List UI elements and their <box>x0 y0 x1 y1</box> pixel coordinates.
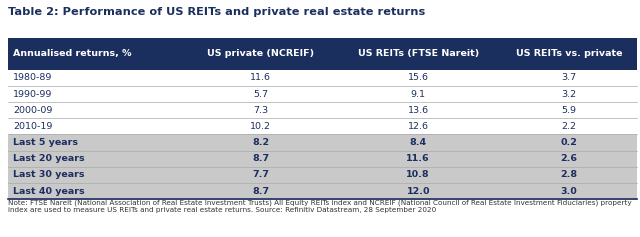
Text: 9.1: 9.1 <box>411 90 426 99</box>
Text: 13.6: 13.6 <box>408 106 429 115</box>
Text: 1990-99: 1990-99 <box>13 90 52 99</box>
Text: Note: FTSE Nareit (National Association of Real Estate Investment Trusts) All Eq: Note: FTSE Nareit (National Association … <box>8 199 631 213</box>
Text: 2.2: 2.2 <box>562 122 577 131</box>
Text: Last 5 years: Last 5 years <box>13 138 78 147</box>
Text: 7.3: 7.3 <box>253 106 268 115</box>
Text: 5.9: 5.9 <box>562 106 577 115</box>
Text: 8.2: 8.2 <box>252 138 269 147</box>
Text: 0.2: 0.2 <box>561 138 578 147</box>
Text: 11.6: 11.6 <box>406 154 430 163</box>
Text: 8.7: 8.7 <box>252 187 269 196</box>
Text: 15.6: 15.6 <box>408 73 429 82</box>
Text: 10.2: 10.2 <box>250 122 271 131</box>
Text: 3.0: 3.0 <box>561 187 577 196</box>
Text: 10.8: 10.8 <box>406 170 430 179</box>
Text: 5.7: 5.7 <box>253 90 268 99</box>
Text: US REITs vs. private: US REITs vs. private <box>516 50 623 58</box>
Text: 12.0: 12.0 <box>406 187 430 196</box>
Text: Table 2: Performance of US REITs and private real estate returns: Table 2: Performance of US REITs and pri… <box>8 7 425 17</box>
Text: US private (NCREIF): US private (NCREIF) <box>207 50 314 58</box>
Text: Last 20 years: Last 20 years <box>13 154 84 163</box>
Text: 11.6: 11.6 <box>250 73 271 82</box>
Text: 8.7: 8.7 <box>252 154 269 163</box>
Text: 3.7: 3.7 <box>562 73 577 82</box>
Text: Last 30 years: Last 30 years <box>13 170 84 179</box>
Text: 2000-09: 2000-09 <box>13 106 52 115</box>
Text: 1980-89: 1980-89 <box>13 73 52 82</box>
Text: 3.2: 3.2 <box>562 90 577 99</box>
Text: 8.4: 8.4 <box>410 138 427 147</box>
Text: US REITs (FTSE Nareit): US REITs (FTSE Nareit) <box>358 50 479 58</box>
Text: 2.6: 2.6 <box>561 154 578 163</box>
Text: 12.6: 12.6 <box>408 122 429 131</box>
Text: Annualised returns, %: Annualised returns, % <box>13 50 131 58</box>
Text: Last 40 years: Last 40 years <box>13 187 84 196</box>
Text: 7.7: 7.7 <box>252 170 269 179</box>
Text: 2010-19: 2010-19 <box>13 122 52 131</box>
Text: 2.8: 2.8 <box>561 170 578 179</box>
